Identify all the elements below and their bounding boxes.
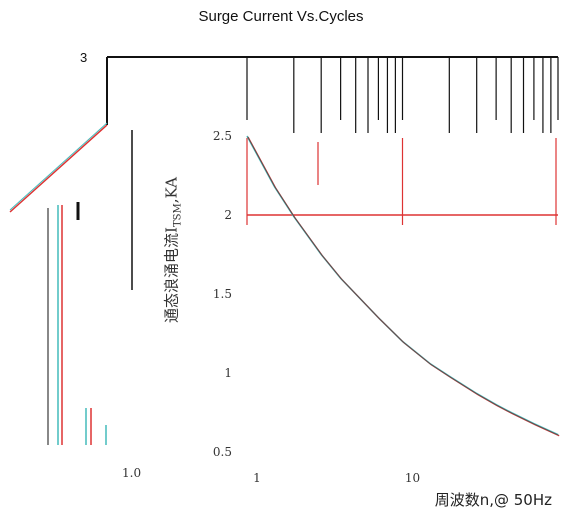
offset-curve-cyan	[9, 122, 108, 211]
reference-line-group	[246, 138, 558, 225]
ghost-plot-fragments	[9, 56, 558, 445]
y-axis-label-unit: ,KA	[162, 177, 181, 204]
y-tick-label: 1	[224, 366, 232, 380]
y-tick-labels: 2.5 2 1.5 1 0.5	[213, 129, 232, 459]
x-tick-labels: 1 10	[253, 471, 420, 485]
curve-group	[246, 135, 560, 437]
chart-title: Surge Current Vs.Cycles	[198, 8, 364, 25]
x-tick-label: 1	[253, 471, 261, 485]
y-tick-label: 1.5	[213, 287, 232, 301]
x-tick-label: 10	[405, 471, 420, 485]
y-axis-label-main: 通态浪涌电流I	[162, 227, 181, 323]
offset-curve-red	[9, 124, 108, 213]
offset-tick-label-top: 3	[80, 50, 87, 65]
y-tick-label: 2.5	[213, 129, 232, 143]
y-axis-label-sub: TSM	[172, 203, 184, 228]
y-axis-label: 通态浪涌电流ITSM,KA	[161, 177, 184, 323]
x-axis-label: 周波数n,@ 50Hz	[434, 491, 552, 509]
y-tick-label: 0.5	[213, 445, 232, 459]
grid-lines	[246, 57, 559, 133]
offset-tick-label-left: 1.0	[122, 466, 141, 480]
surge-curve	[247, 136, 560, 437]
y-tick-label: 2	[224, 208, 232, 222]
surge-curve	[247, 136, 559, 436]
